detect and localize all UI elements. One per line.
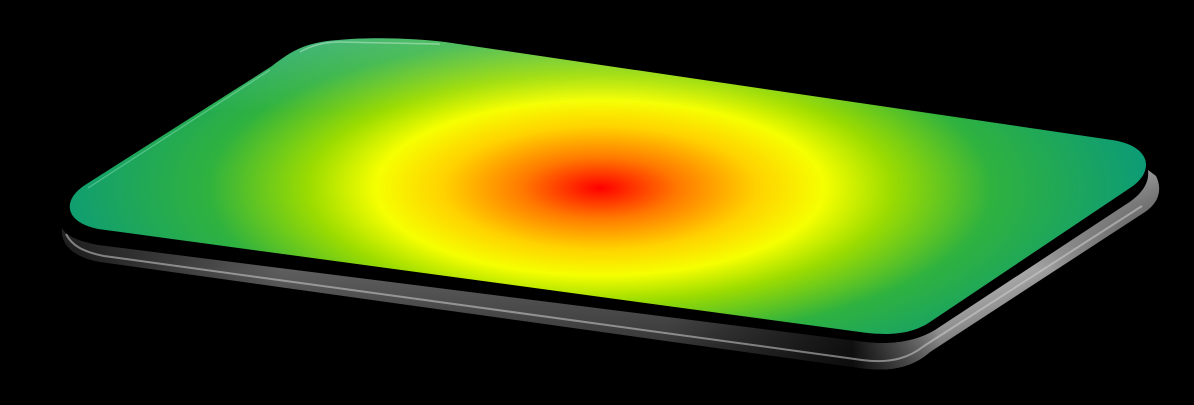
plate-edge-glint-left — [87, 69, 271, 189]
plate-edge-glint — [299, 41, 441, 53]
plate-rim-shade — [61, 170, 1160, 370]
plate-surface-sheen — [69, 38, 1147, 334]
plate-rim-highlight — [65, 205, 1143, 363]
